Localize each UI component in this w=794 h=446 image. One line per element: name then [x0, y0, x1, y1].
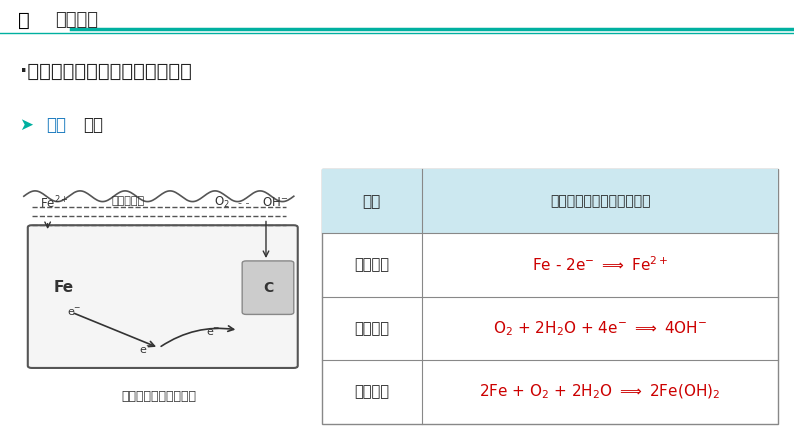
Text: C: C	[264, 281, 273, 295]
Text: Fe$^{2+}$: Fe$^{2+}$	[40, 194, 68, 211]
Text: 总反应式: 总反应式	[354, 384, 389, 400]
Text: 腐蚀: 腐蚀	[83, 116, 103, 134]
Text: ·二、钢铁的析氢腐蚀与吸氧腐蚀: ·二、钢铁的析氢腐蚀与吸氧腐蚀	[20, 62, 191, 81]
Text: OH$^{-}$: OH$^{-}$	[262, 196, 288, 210]
Text: 吸氧: 吸氧	[46, 116, 66, 134]
Text: 钢铁的吸氧腐蚀示意图: 钢铁的吸氧腐蚀示意图	[121, 390, 196, 404]
Text: 水膜呈弱酸性、中性或碱性: 水膜呈弱酸性、中性或碱性	[549, 194, 650, 208]
Text: e$^{-}$: e$^{-}$	[206, 326, 221, 338]
Text: Fe: Fe	[53, 280, 74, 295]
Text: e$^{-}$: e$^{-}$	[139, 344, 153, 356]
Text: Fe - 2e$^{-}$ $\Longrightarrow$ Fe$^{2+}$: Fe - 2e$^{-}$ $\Longrightarrow$ Fe$^{2+}…	[532, 256, 669, 274]
Text: 正极反应: 正极反应	[354, 321, 389, 336]
Text: 负极反应: 负极反应	[354, 257, 389, 273]
FancyBboxPatch shape	[242, 261, 294, 314]
Text: 条件: 条件	[363, 194, 381, 209]
Text: ➤: ➤	[20, 116, 39, 134]
Text: - -: - -	[238, 198, 249, 208]
Text: O$_2$ + 2H$_2$O + 4e$^{-}$ $\Longrightarrow$ 4OH$^{-}$: O$_2$ + 2H$_2$O + 4e$^{-}$ $\Longrightar…	[493, 319, 707, 338]
Text: 2Fe + O$_2$ + 2H$_2$O $\Longrightarrow$ 2Fe(OH)$_2$: 2Fe + O$_2$ + 2H$_2$O $\Longrightarrow$ …	[480, 383, 721, 401]
Bar	[322, 169, 422, 233]
Text: O$_2$: O$_2$	[214, 195, 230, 211]
Bar	[322, 169, 778, 233]
Text: 电解质溶液: 电解质溶液	[111, 196, 145, 206]
FancyBboxPatch shape	[28, 225, 298, 368]
Text: 知识精讲: 知识精讲	[56, 11, 98, 29]
Text: e$^{-}$: e$^{-}$	[67, 307, 82, 318]
Text: 🧪: 🧪	[18, 11, 29, 29]
Bar	[322, 169, 778, 424]
